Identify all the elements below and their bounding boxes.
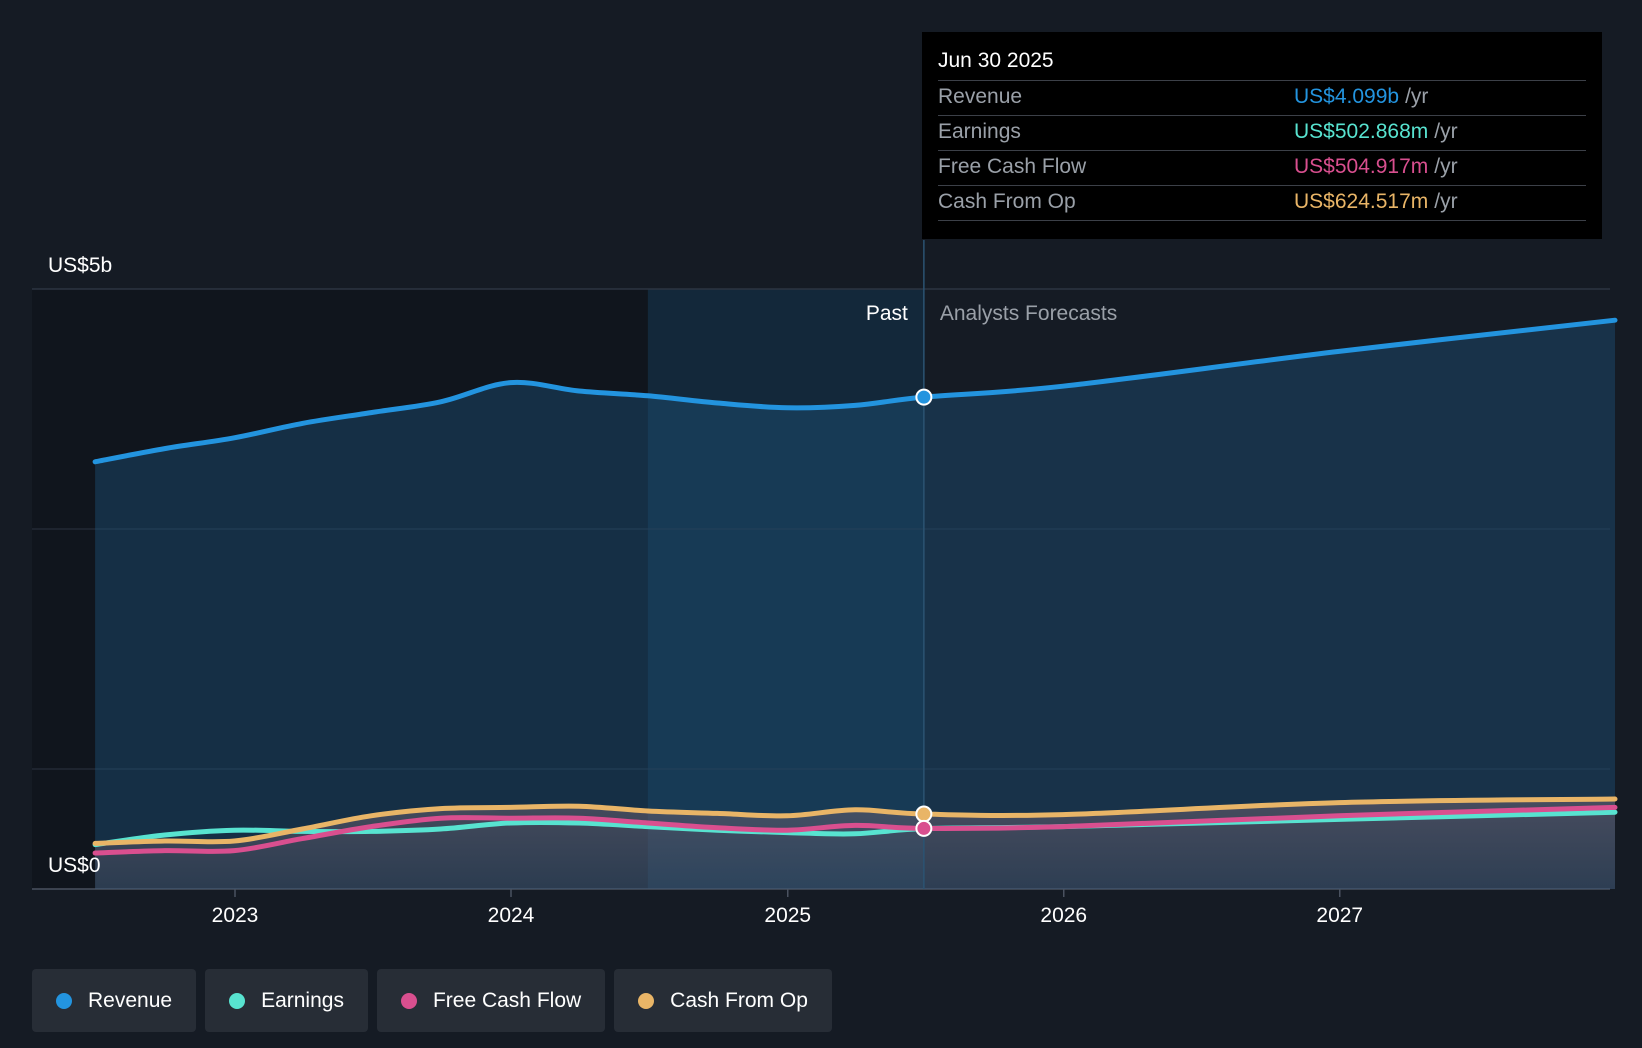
tooltip-row-earnings: Earnings US$502.868m/yr — [938, 116, 1586, 151]
legend-item-cash-from-op[interactable]: Cash From Op — [614, 969, 832, 1032]
tooltip-value-revenue: US$4.099b/yr — [1294, 81, 1428, 113]
tooltip-number: US$504.917m — [1294, 155, 1429, 178]
chart-legend: Revenue Earnings Free Cash Flow Cash Fro… — [32, 969, 841, 1032]
tooltip-number: US$624.517m — [1294, 190, 1429, 213]
legend-dot-icon — [229, 992, 246, 1009]
revenue-marker[interactable] — [915, 388, 933, 406]
tooltip-value-cash-from-op: US$624.517m/yr — [1294, 186, 1458, 218]
legend-label: Revenue — [88, 988, 173, 1012]
y-axis-bottom-label: US$0 — [48, 854, 101, 877]
tooltip-label: Earnings — [938, 120, 1021, 143]
tooltip-label: Cash From Op — [938, 190, 1076, 213]
legend-dot-icon — [56, 992, 72, 1009]
forecast-label: Analysts Forecasts — [940, 302, 1117, 325]
x-tick-label-2026: 2026 — [1040, 904, 1087, 927]
tooltip-row-revenue: Revenue US$4.099b/yr — [938, 81, 1586, 116]
revenue-area — [95, 320, 1615, 889]
tooltip-value-earnings: US$502.868m/yr — [1294, 116, 1458, 148]
cash-from-op-line — [92, 796, 1618, 846]
past-label: Past — [866, 302, 908, 325]
highlight-band — [647, 289, 924, 889]
revenue-line — [92, 317, 1618, 465]
tooltip-number: US$502.868m — [1294, 120, 1429, 143]
x-tick-label-2025: 2025 — [764, 904, 811, 927]
tooltip-unit: /yr — [1434, 155, 1458, 178]
x-tick-label-2024: 2024 — [488, 904, 535, 927]
tooltip-unit: /yr — [1434, 120, 1458, 143]
legend-label: Cash From Op — [670, 988, 808, 1012]
tooltip-label: Free Cash Flow — [938, 155, 1087, 178]
tooltip-date: Jun 30 2025 — [938, 46, 1586, 81]
free-cash-flow-line — [92, 804, 1618, 856]
tooltip-row-free-cash-flow: Free Cash Flow US$504.917m/yr — [938, 151, 1586, 186]
legend-label: Free Cash Flow — [432, 988, 582, 1012]
tooltip-value-free-cash-flow: US$504.917m/yr — [1294, 151, 1458, 183]
legend-item-free-cash-flow[interactable]: Free Cash Flow — [376, 969, 606, 1032]
x-tick-label-2027: 2027 — [1316, 904, 1363, 927]
tooltip-number: US$4.099b — [1294, 85, 1400, 108]
y-axis-top-label: US$5b — [48, 254, 112, 277]
tooltip-row-cash-from-op: Cash From Op US$624.517m/yr — [938, 186, 1586, 221]
legend-label: Earnings — [261, 988, 344, 1012]
legend-item-revenue[interactable]: Revenue — [32, 969, 197, 1032]
cash-from-op-marker[interactable] — [915, 805, 933, 823]
legend-item-earnings[interactable]: Earnings — [205, 969, 368, 1032]
legend-dot-icon — [400, 992, 417, 1009]
legend-dot-icon — [638, 992, 655, 1009]
tooltip-unit: /yr — [1405, 85, 1429, 108]
tooltip-label: Revenue — [938, 85, 1023, 108]
hover-tooltip: Jun 30 2025 Revenue US$4.099b/yr Earning… — [922, 32, 1602, 239]
free-cash-flow-marker[interactable] — [915, 819, 933, 837]
x-tick-label-2023: 2023 — [212, 904, 259, 927]
tooltip-unit: /yr — [1434, 190, 1458, 213]
